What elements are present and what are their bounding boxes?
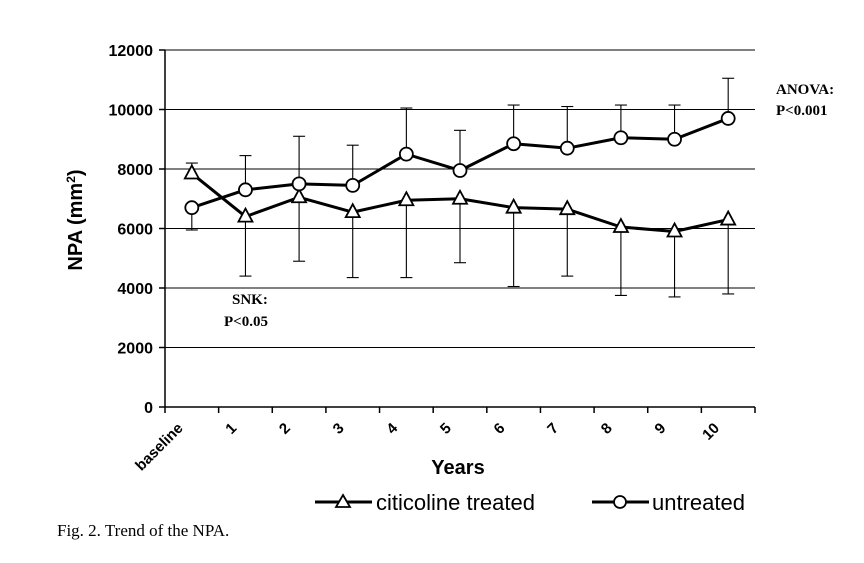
point-citicoline-5 — [451, 188, 469, 205]
error-bars — [185, 77, 735, 298]
y-tick-label-4000: 4000 — [117, 281, 153, 298]
point-citicoline-4 — [397, 190, 415, 207]
point-citicoline-10 — [719, 209, 737, 226]
legend-marker-triangle — [334, 493, 352, 508]
legend: citicoline treated untreated — [315, 490, 745, 515]
point-citicoline-3 — [344, 202, 362, 219]
point-untreated-2 — [291, 176, 307, 192]
x-tick-label-7: 7 — [544, 420, 562, 438]
point-untreated-7 — [559, 140, 575, 156]
y-axis-title-end: ) — [65, 169, 87, 176]
anova-pvalue: P<0.001 — [776, 103, 827, 119]
x-tick-label-6: 6 — [491, 420, 509, 438]
point-untreated-1 — [238, 182, 253, 198]
y-tick-label-10000: 10000 — [109, 103, 154, 120]
figure-caption: Fig. 2. Trend of the NPA. — [57, 521, 230, 540]
x-axis-title: Years — [431, 457, 484, 479]
x-tick-label-9: 9 — [651, 420, 669, 438]
legend-marker-circle — [613, 495, 627, 509]
point-untreated-5 — [452, 163, 468, 178]
point-untreated-4 — [398, 146, 414, 162]
point-citicoline-8 — [612, 217, 630, 233]
y-axis-title: NPA (mm2) — [64, 169, 87, 270]
point-untreated-9 — [667, 131, 682, 147]
snk-label: SNK: — [232, 292, 268, 308]
anova-label: ANOVA: — [776, 82, 834, 98]
axes — [159, 49, 756, 413]
x-tick-label-3: 3 — [330, 420, 348, 438]
snk-pvalue: P<0.05 — [224, 314, 268, 330]
point-citicoline-9 — [666, 221, 684, 238]
point-citicoline-6 — [505, 197, 523, 214]
npa-trend-chart: 0 2000 4000 6000 8000 10000 12000 baseline 1 2 3 4… — [64, 43, 834, 515]
point-citicoline-1 — [236, 206, 254, 223]
y-tick-label-8000: 8000 — [117, 162, 153, 179]
y-tick-label-2000: 2000 — [117, 341, 153, 358]
x-tick-label-5: 5 — [437, 420, 455, 438]
x-tick-labels: baseline 1 2 3 4 5 6 7 8 9 10 — [132, 419, 723, 474]
y-tick-labels: 0 2000 4000 6000 8000 10000 12000 — [109, 43, 154, 417]
legend-item-untreated: untreated — [592, 490, 745, 515]
point-citicoline-7 — [558, 199, 576, 216]
y-tick-label-0: 0 — [144, 400, 153, 417]
x-tick-label-8: 8 — [598, 420, 616, 438]
legend-item-citicoline: citicoline treated — [315, 490, 535, 515]
x-tick-label-4: 4 — [383, 419, 401, 437]
legend-label-untreated: untreated — [652, 490, 745, 515]
x-tick-label-1: 1 — [222, 420, 240, 438]
y-axis-title-main: NPA (mm — [65, 183, 87, 271]
point-untreated-6 — [506, 136, 522, 152]
point-untreated-8 — [613, 130, 629, 146]
series-markers — [183, 111, 737, 238]
x-tick-label-10: 10 — [699, 420, 723, 444]
x-tick-label-baseline: baseline — [132, 420, 186, 474]
x-tick-label-2: 2 — [276, 420, 294, 438]
point-citicoline-0 — [183, 163, 201, 180]
point-untreated-10 — [720, 111, 736, 126]
point-untreated-0 — [184, 200, 200, 216]
y-tick-label-6000: 6000 — [117, 222, 153, 239]
y-axis-title-sup: 2 — [64, 176, 78, 183]
legend-label-citicoline: citicoline treated — [376, 490, 535, 515]
y-tick-label-12000: 12000 — [109, 43, 154, 60]
point-untreated-3 — [345, 177, 361, 193]
point-citicoline-2 — [290, 187, 308, 204]
